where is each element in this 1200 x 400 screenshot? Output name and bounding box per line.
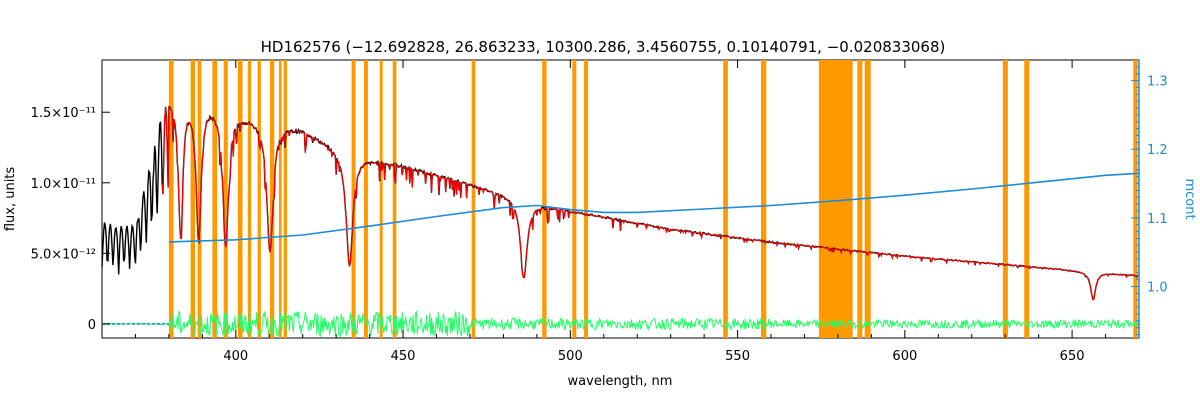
y-axis-label: flux, units: [3, 167, 18, 232]
y2-tick-label: 1.2: [1147, 143, 1168, 158]
masked-region: [572, 60, 577, 338]
mcont-line: [168, 172, 1140, 243]
plot-area: [101, 60, 1140, 338]
masked-region: [363, 60, 368, 338]
masked-region: [278, 60, 282, 338]
y-tick-label: 1.0×10⁻¹¹: [31, 177, 96, 192]
residuals-line: [101, 309, 1140, 338]
masked-region: [584, 60, 589, 338]
x-tick-label: 650: [1060, 349, 1085, 364]
masked-region: [212, 60, 218, 338]
masked-region: [471, 60, 476, 338]
y2-axis-label: mcont: [1182, 178, 1197, 219]
masked-region: [1002, 60, 1008, 338]
masked-region: [190, 60, 195, 338]
masked-region: [1133, 60, 1138, 338]
x-tick-label: 400: [223, 349, 248, 364]
masked-region: [392, 60, 397, 338]
y2-tick-label: 1.1: [1147, 212, 1168, 227]
masked-region: [760, 60, 767, 338]
x-tick-label: 500: [558, 349, 583, 364]
masked-region: [197, 60, 202, 338]
masked-region: [223, 60, 228, 338]
masked-region: [723, 60, 728, 338]
x-tick-label: 600: [892, 349, 917, 364]
masked-region: [247, 60, 252, 338]
model-spectrum-line: [161, 105, 1139, 301]
y2-tick-label: 1.3: [1147, 75, 1168, 90]
y-tick-label: 0: [88, 318, 96, 333]
x-axis-label: wavelength, nm: [568, 374, 673, 389]
y-tick-label: 1.5×10⁻¹¹: [31, 106, 96, 121]
masked-region: [542, 60, 547, 338]
y2-tick-label: 1.0: [1147, 281, 1168, 296]
x-tick-label: 550: [725, 349, 750, 364]
masked-region: [351, 60, 356, 338]
masked-region: [269, 60, 275, 338]
x-tick-label: 450: [391, 349, 416, 364]
y-tick-label: 5.0×10⁻¹²: [31, 247, 96, 262]
chart-title: HD162576 (−12.692828, 26.863233, 10300.2…: [261, 38, 946, 56]
masked-region: [257, 60, 261, 338]
masked-region: [168, 60, 174, 338]
masked-region: [818, 60, 853, 338]
masked-region: [1024, 60, 1030, 338]
masked-region: [283, 60, 287, 338]
axes: 400 450 500 550 600 650 0 5.0×10⁻¹² 1.0×10⁻¹¹ 1.5…: [31, 60, 1168, 364]
masked-region: [237, 60, 243, 338]
masked-region: [379, 60, 383, 338]
